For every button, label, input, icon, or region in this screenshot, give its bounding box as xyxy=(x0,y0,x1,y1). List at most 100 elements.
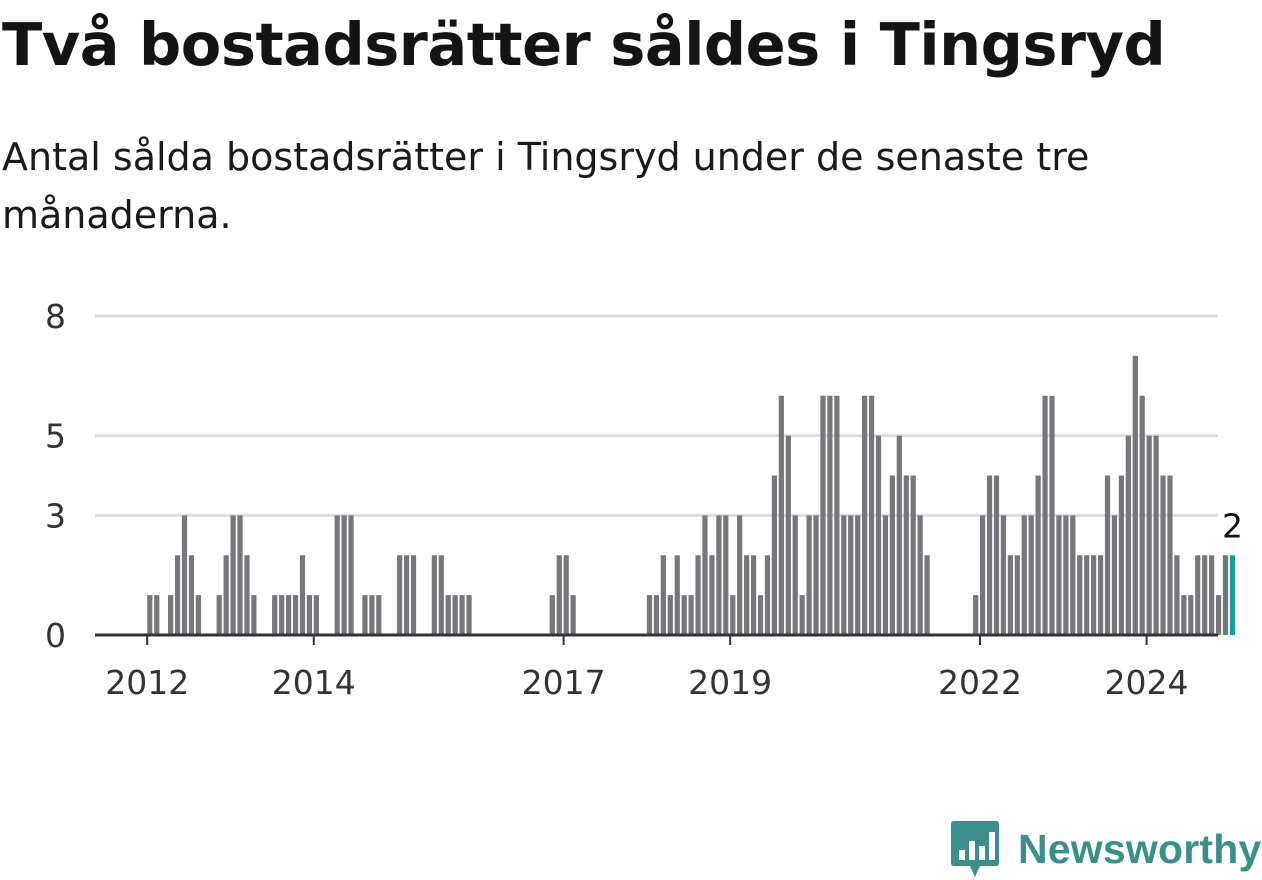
bar xyxy=(1153,435,1159,635)
bar xyxy=(348,515,354,635)
bar xyxy=(556,555,562,635)
bar xyxy=(757,595,764,635)
bar xyxy=(188,555,195,635)
bar xyxy=(154,595,160,635)
bar xyxy=(1077,555,1083,635)
bar xyxy=(778,395,784,635)
bar xyxy=(744,555,750,635)
bar xyxy=(875,435,882,635)
bar xyxy=(785,435,791,635)
bar-latest xyxy=(1229,555,1236,635)
bar xyxy=(403,555,410,635)
bar xyxy=(147,595,153,635)
chart-title: Två bostadsrätter såldes i Tingsryd xyxy=(2,10,1166,79)
bar xyxy=(1070,515,1076,635)
chart-subtitle: Antal sålda bostadsrätter i Tingsryd und… xyxy=(2,135,1090,237)
bar xyxy=(1042,395,1048,635)
bar xyxy=(813,515,819,635)
bar xyxy=(980,515,986,635)
bar xyxy=(431,555,437,635)
bar xyxy=(1181,595,1187,635)
bar xyxy=(646,595,653,635)
bar xyxy=(848,515,854,635)
bar xyxy=(764,555,771,635)
bar xyxy=(286,595,292,635)
bar xyxy=(973,595,979,635)
bar xyxy=(1049,395,1055,635)
bar xyxy=(1035,475,1041,635)
bar xyxy=(251,595,257,635)
x-tick-label: 2019 xyxy=(688,663,772,702)
bar xyxy=(896,435,902,635)
bar xyxy=(1125,435,1131,635)
bar xyxy=(820,395,826,635)
bar xyxy=(1139,395,1145,635)
bar xyxy=(862,395,868,635)
bar xyxy=(223,555,229,635)
bar xyxy=(827,395,833,635)
bar xyxy=(667,595,673,635)
bar xyxy=(279,595,285,635)
bar xyxy=(1028,515,1034,635)
bar xyxy=(1007,555,1013,635)
bar xyxy=(986,475,993,635)
bar xyxy=(1202,555,1208,635)
bar xyxy=(660,555,666,635)
bar xyxy=(549,595,555,635)
bar xyxy=(1063,515,1069,635)
bar xyxy=(452,595,458,635)
bar xyxy=(1097,555,1104,635)
bar xyxy=(750,555,757,635)
bar xyxy=(903,475,909,635)
bar xyxy=(993,475,1000,635)
bar xyxy=(1195,555,1201,635)
bar xyxy=(695,555,701,635)
y-tick-label: 5 xyxy=(45,417,66,456)
bar xyxy=(313,595,319,635)
bar xyxy=(702,515,708,635)
bar xyxy=(792,515,798,635)
bar xyxy=(924,555,930,635)
bar xyxy=(868,395,875,635)
x-tick-label: 2014 xyxy=(272,663,356,702)
y-tick-label: 8 xyxy=(45,297,66,336)
bar xyxy=(834,395,840,635)
bar xyxy=(1014,555,1020,635)
bar xyxy=(1104,475,1111,635)
bar xyxy=(1188,595,1194,635)
bar xyxy=(466,595,472,635)
bar xyxy=(806,515,812,635)
bar xyxy=(459,595,465,635)
bar xyxy=(438,555,444,635)
bar xyxy=(855,515,861,635)
bar xyxy=(799,595,805,635)
bar xyxy=(174,555,181,635)
bar xyxy=(272,595,278,635)
bar xyxy=(292,595,299,635)
bar xyxy=(306,595,313,635)
bar xyxy=(841,515,847,635)
labels: 0 3 5 8 2012 2014 2017 2019 2022 2024 2 xyxy=(45,297,1243,702)
bar xyxy=(1021,515,1027,635)
bar xyxy=(1132,355,1138,635)
bar xyxy=(445,595,451,635)
bar xyxy=(237,515,243,635)
bar xyxy=(369,595,375,635)
bar xyxy=(397,555,403,635)
brand-name: Newsworthy xyxy=(1018,825,1262,872)
axes xyxy=(95,633,1218,645)
bar xyxy=(1111,515,1118,635)
bar xyxy=(688,595,694,635)
bar xyxy=(341,515,347,635)
bar xyxy=(563,555,569,635)
bar xyxy=(889,475,895,635)
x-tick-label: 2017 xyxy=(522,663,606,702)
bar xyxy=(1174,555,1180,635)
x-tick-label: 2022 xyxy=(938,663,1022,702)
bar xyxy=(730,595,736,635)
bar xyxy=(1209,555,1215,635)
bar xyxy=(168,595,174,635)
bar-chart-pin-icon xyxy=(951,821,999,877)
x-tick-label: 2012 xyxy=(105,663,189,702)
